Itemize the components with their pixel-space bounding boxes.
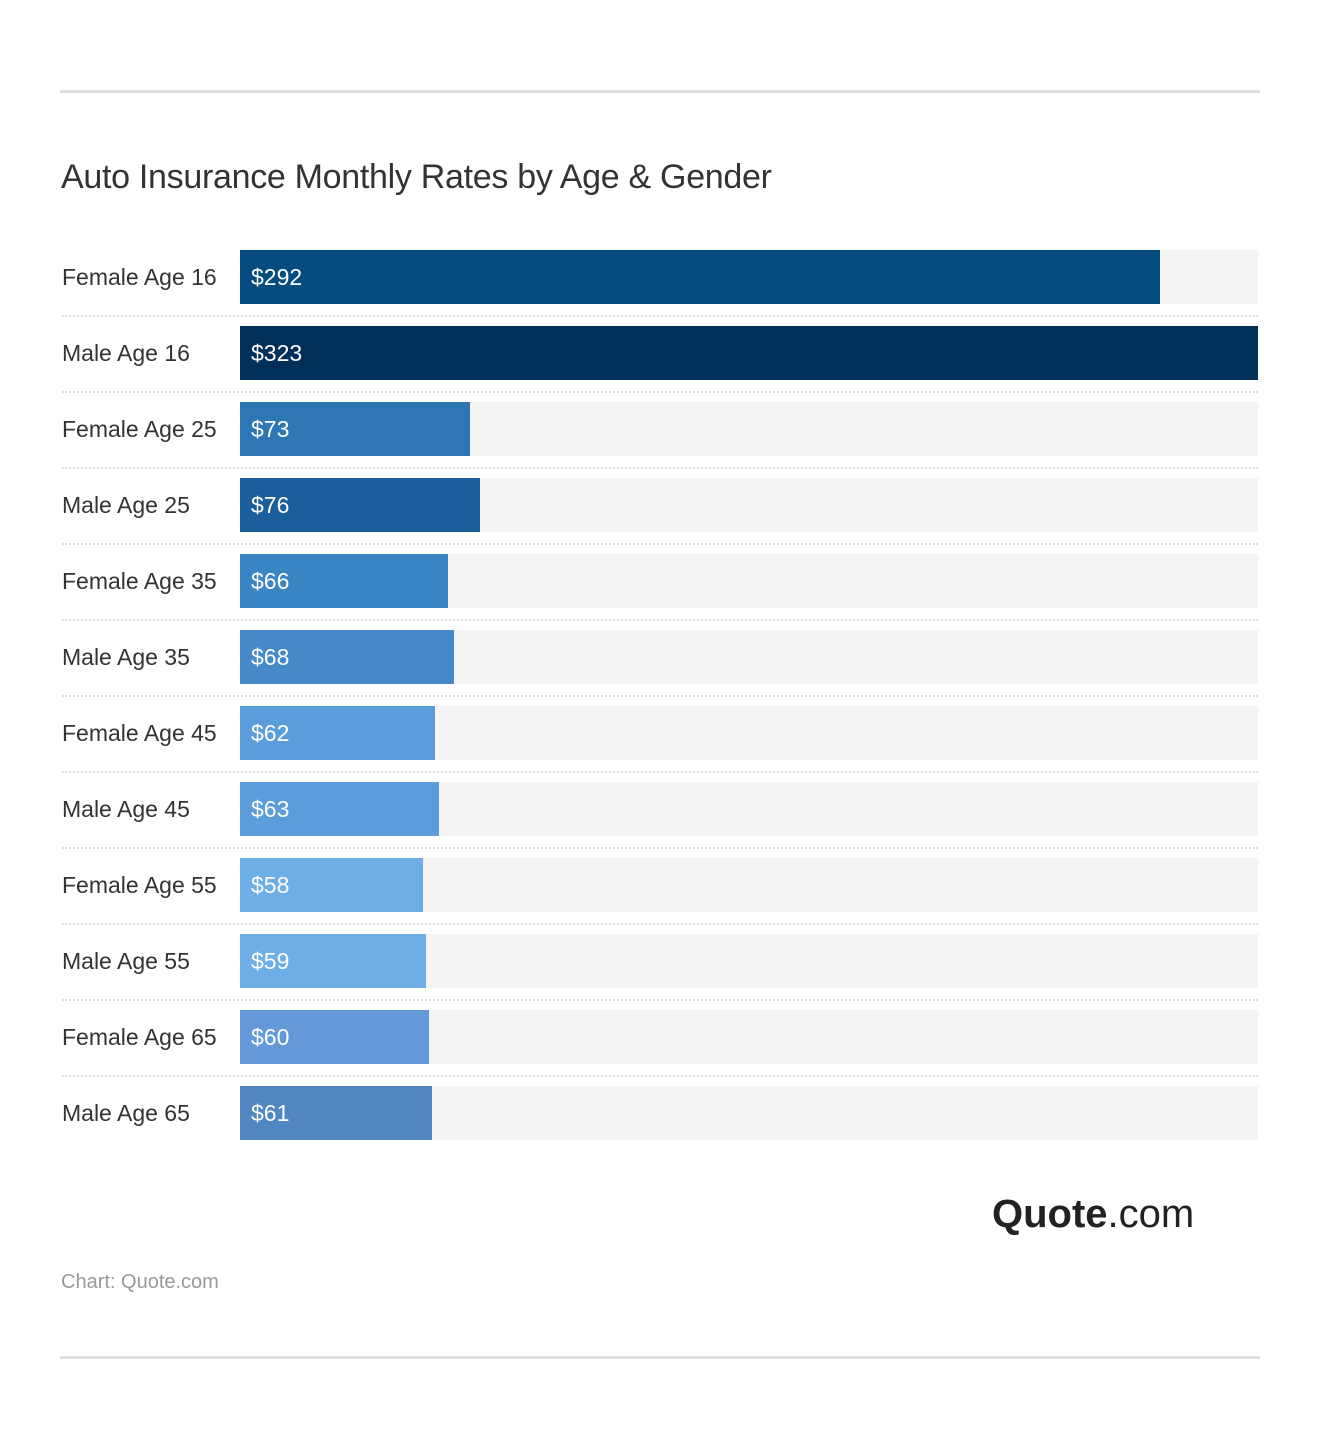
bar-row: Female Age 35 $66: [60, 554, 1258, 608]
bar-row: Female Age 45 $62: [60, 706, 1258, 760]
logo-bold: Quote: [992, 1192, 1108, 1236]
value-label: $58: [251, 872, 290, 898]
value-label: $73: [251, 416, 290, 442]
top-rule: [60, 90, 1260, 93]
value-label: $66: [251, 568, 290, 594]
bar: $292: [240, 250, 1161, 304]
logo-light: .com: [1107, 1192, 1195, 1236]
bar: $63: [240, 782, 439, 836]
category-label: Male Age 55: [62, 948, 190, 974]
category-label: Female Age 16: [62, 264, 217, 290]
row-separator: [62, 847, 1258, 849]
category-label: Male Age 45: [62, 796, 190, 822]
value-label: $68: [251, 644, 290, 670]
bar-row: Male Age 16 $323: [60, 326, 1258, 380]
value-label: $63: [251, 796, 290, 822]
row-separator: [62, 391, 1258, 393]
bar-track: $62: [240, 706, 1258, 760]
row-separator: [62, 467, 1258, 469]
bar-row: Female Age 25 $73: [60, 402, 1258, 456]
row-separator: [62, 695, 1258, 697]
category-label: Male Age 65: [62, 1100, 190, 1126]
bar-row: Female Age 16 $292: [60, 250, 1258, 304]
bar: $76: [240, 478, 480, 532]
value-label: $323: [251, 340, 303, 366]
row-separator: [62, 619, 1258, 621]
bar-track: $76: [240, 478, 1258, 532]
bar-track: $58: [240, 858, 1258, 912]
category-label: Male Age 35: [62, 644, 190, 670]
row-separator: [62, 923, 1258, 925]
row-separator: [62, 315, 1258, 317]
bar: $58: [240, 858, 423, 912]
bar: $68: [240, 630, 455, 684]
bar-track: $292: [240, 250, 1258, 304]
row-separator: [62, 1075, 1258, 1077]
bar-row: Male Age 45 $63: [60, 782, 1258, 836]
bar-track: $63: [240, 782, 1258, 836]
value-label: $60: [251, 1024, 290, 1050]
bar-track: $68: [240, 630, 1258, 684]
bar: $66: [240, 554, 448, 608]
bar-row: Male Age 25 $76: [60, 478, 1258, 532]
chart-title: Auto Insurance Monthly Rates by Age & Ge…: [61, 158, 772, 196]
value-label: $59: [251, 948, 290, 974]
row-separator: [62, 771, 1258, 773]
category-label: Female Age 55: [62, 872, 217, 898]
quote-logo: Quote.com: [992, 1192, 1194, 1237]
bar-row: Male Age 65 $61: [60, 1086, 1258, 1140]
bar-row: Female Age 65 $60: [60, 1010, 1258, 1064]
category-label: Female Age 35: [62, 568, 217, 594]
bar-row: Female Age 55 $58: [60, 858, 1258, 912]
bar: $60: [240, 1010, 430, 1064]
bar: $62: [240, 706, 436, 760]
category-label: Female Age 45: [62, 720, 217, 746]
value-label: $292: [251, 264, 303, 290]
bar-track: $59: [240, 934, 1258, 988]
bar-row: Male Age 35 $68: [60, 630, 1258, 684]
bottom-rule: [60, 1356, 1260, 1359]
bar: $61: [240, 1086, 433, 1140]
row-separator: [62, 543, 1258, 545]
category-label: Female Age 65: [62, 1024, 217, 1050]
bar-track: $323: [240, 326, 1258, 380]
category-label: Male Age 16: [62, 340, 190, 366]
category-label: Female Age 25: [62, 416, 217, 442]
bar: $59: [240, 934, 426, 988]
bar-track: $60: [240, 1010, 1258, 1064]
bar-row: Male Age 55 $59: [60, 934, 1258, 988]
value-label: $61: [251, 1100, 290, 1126]
chart-source: Chart: Quote.com: [61, 1271, 219, 1293]
bar-track: $73: [240, 402, 1258, 456]
bar-track: $61: [240, 1086, 1258, 1140]
value-label: $62: [251, 720, 290, 746]
value-label: $76: [251, 492, 290, 518]
row-separator: [62, 999, 1258, 1001]
bar: $323: [240, 326, 1258, 380]
bar-track: $66: [240, 554, 1258, 608]
category-label: Male Age 25: [62, 492, 190, 518]
bar: $73: [240, 402, 471, 456]
